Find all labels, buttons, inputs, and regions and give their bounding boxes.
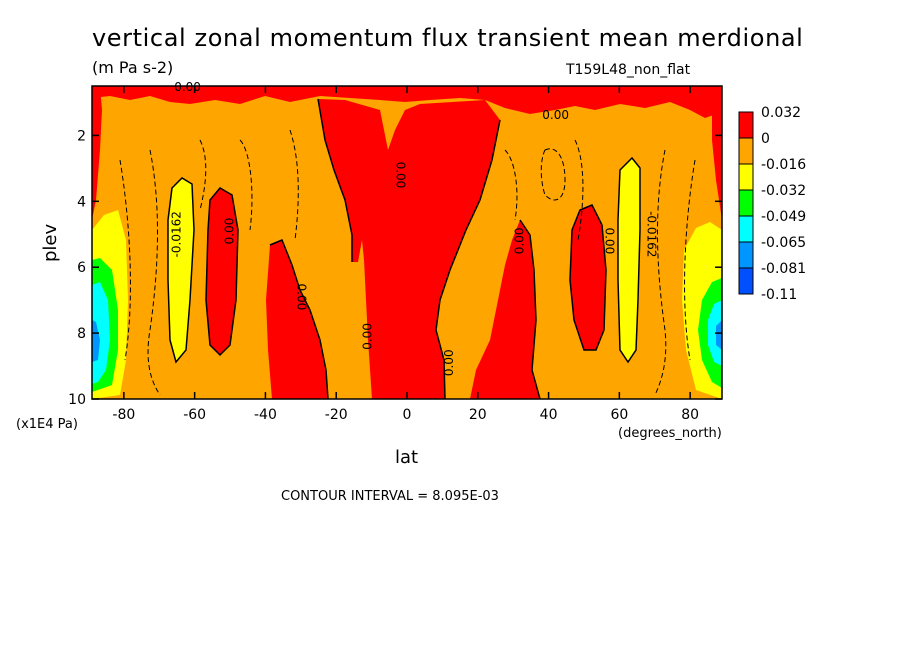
- y-tick-label: 2: [77, 128, 86, 144]
- y-axis-label: plev: [40, 223, 61, 262]
- x-axis-unit: (degrees_north): [618, 426, 722, 441]
- colorbar-swatch: [738, 241, 754, 269]
- region-right-yellow-a: [618, 158, 640, 362]
- contour-label: 0.00: [174, 80, 201, 94]
- x-tick-label: 80: [681, 407, 699, 423]
- colorbar-label: 0: [761, 131, 770, 147]
- y-tick-label: 10: [68, 392, 86, 408]
- zero-contours: [167, 98, 641, 399]
- contour-label: 0.00: [393, 162, 407, 189]
- plot-area: [92, 86, 722, 399]
- negative-contours: [119, 129, 696, 396]
- contour-label: 0.00: [361, 323, 375, 350]
- region-left-blue: [92, 320, 100, 362]
- contour-label: -0.0162: [169, 211, 183, 257]
- region-left-edge-red: [92, 86, 102, 220]
- region-right-center-red: [470, 220, 540, 399]
- x-tick-label: 60: [610, 407, 628, 423]
- colorbar-label: 0.032: [761, 105, 801, 121]
- colorbar-label: -0.032: [761, 183, 806, 199]
- region-left-yellow-a: [168, 178, 194, 362]
- region-top-band: [92, 86, 722, 118]
- contour-label: 0.00: [294, 284, 308, 311]
- colorbar-swatch: [738, 137, 754, 165]
- y-tick-label: 4: [77, 194, 86, 210]
- y-tick-label: 8: [77, 326, 86, 342]
- x-axis-label: lat: [395, 447, 419, 468]
- x-tick-label: -20: [325, 407, 348, 423]
- colorbar-label: -0.016: [761, 157, 806, 173]
- region-left-center-red: [266, 240, 328, 399]
- contour-label: 0.00: [513, 227, 527, 254]
- y-axis: 2 4 6 8 10: [68, 128, 722, 408]
- colorbar-swatch: [738, 215, 754, 243]
- colorbar-label: -0.065: [761, 235, 806, 251]
- x-axis: -80 -60 -40 -20 0 20 40 60 80: [112, 86, 699, 423]
- colorbar-label: -0.081: [761, 261, 806, 277]
- chart-title: vertical zonal momentum flux transient m…: [92, 24, 804, 52]
- dataset-label: T159L48_non_flat: [566, 62, 691, 78]
- colorbar-swatch: [738, 163, 754, 191]
- contour-label: 0.00: [542, 108, 569, 122]
- contour-label: 0.00: [602, 227, 616, 254]
- x-tick-label: 20: [469, 407, 487, 423]
- x-tick-label: 40: [540, 407, 558, 423]
- contour-label: -0.0162: [645, 211, 659, 257]
- y-tick-label: 6: [77, 260, 86, 276]
- contour-interval: CONTOUR INTERVAL = 8.095E-03: [281, 489, 499, 504]
- colorbar-swatch: [738, 189, 754, 217]
- y-axis-unit: (x1E4 Pa): [16, 417, 78, 432]
- colorbar-label: -0.11: [761, 287, 797, 303]
- region-right-red: [570, 205, 606, 350]
- region-right-blue: [716, 320, 722, 350]
- x-tick-label: -60: [183, 407, 206, 423]
- region-central-red: [318, 99, 500, 399]
- colorbar-swatch: [738, 111, 754, 139]
- colorbar: 0.032 0 -0.016 -0.032 -0.049 -0.065 -0.081 -0.1…: [738, 105, 806, 303]
- x-tick-label: 0: [403, 407, 412, 423]
- x-tick-label: -40: [254, 407, 277, 423]
- contour-labels: 0.00 0.00 0.00 -0.0162 0.00 0.00 0.00 0.00 0.00 0…: [169, 80, 658, 376]
- contour-label: 0.00: [442, 349, 456, 376]
- colorbar-swatch: [738, 267, 754, 295]
- x-tick-label: -80: [112, 407, 135, 423]
- chart-units: (m Pa s-2): [92, 58, 174, 77]
- region-left-red: [206, 188, 238, 355]
- contour-label: 0.00: [223, 218, 237, 245]
- region-right-edge-red: [712, 86, 722, 220]
- colorbar-label: -0.049: [761, 209, 806, 225]
